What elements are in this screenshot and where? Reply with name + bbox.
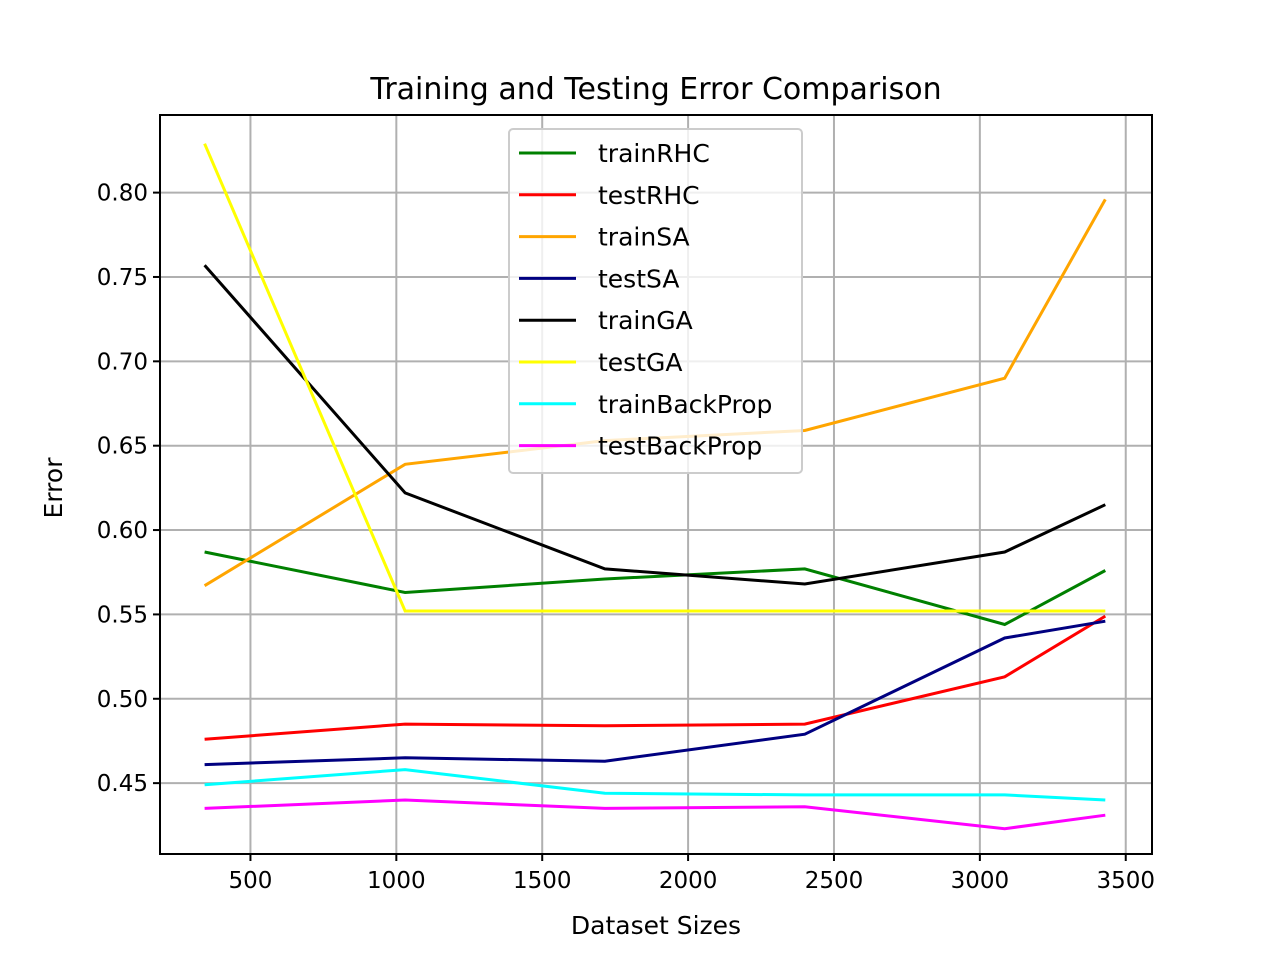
series-line-trainBackProp bbox=[204, 768, 1106, 802]
legend-label-trainBackProp: trainBackProp bbox=[598, 390, 772, 419]
series-lines bbox=[203, 143, 1107, 831]
x-tick-label: 1000 bbox=[367, 868, 426, 894]
series-line-testBackProp bbox=[204, 798, 1106, 831]
x-tick-label: 3000 bbox=[951, 868, 1010, 894]
legend-box bbox=[508, 128, 803, 474]
legend: trainRHC testRHC trainSA testSA trainGA testG… bbox=[508, 128, 803, 474]
y-tick-label: 0.70 bbox=[97, 349, 148, 375]
y-tick-label: 0.55 bbox=[97, 602, 148, 628]
legend-label-trainGA: trainGA bbox=[598, 306, 693, 335]
y-tick-label: 0.60 bbox=[97, 518, 148, 544]
x-tick-label: 2000 bbox=[659, 868, 718, 894]
series-line-testGA bbox=[203, 143, 1106, 613]
y-tick-label: 0.45 bbox=[97, 771, 148, 797]
y-tick-label: 0.80 bbox=[97, 181, 148, 207]
series-line-testSA bbox=[204, 619, 1106, 767]
x-tick-label: 3500 bbox=[1096, 868, 1155, 894]
y-tick-label: 0.50 bbox=[97, 687, 148, 713]
series-line-testRHC bbox=[204, 614, 1107, 741]
y-tick-label: 0.65 bbox=[97, 434, 148, 460]
x-tick-label: 2500 bbox=[805, 868, 864, 894]
y-axis-label: Error bbox=[39, 457, 68, 519]
axes-frame bbox=[159, 114, 1153, 855]
axis-ticks: 500 1000 1500 2000 2500 3000 3500 0.45 0.50 0.55 0… bbox=[97, 181, 1155, 894]
legend-label-trainRHC: trainRHC bbox=[598, 139, 710, 168]
x-tick-label: 1500 bbox=[513, 868, 572, 894]
x-axis-label: Dataset Sizes bbox=[571, 911, 741, 940]
y-tick-label: 0.75 bbox=[97, 265, 148, 291]
legend-label-trainSA: trainSA bbox=[598, 223, 690, 252]
series-line-trainRHC bbox=[204, 550, 1107, 627]
legend-label-testGA: testGA bbox=[598, 348, 683, 377]
x-tick-label: 500 bbox=[228, 868, 272, 894]
legend-label-testRHC: testRHC bbox=[598, 181, 700, 210]
legend-label-testSA: testSA bbox=[598, 264, 679, 293]
legend-label-testBackProp: testBackProp bbox=[598, 432, 762, 461]
chart-title: Training and Testing Error Comparison bbox=[369, 72, 941, 107]
series-line-trainGA bbox=[203, 264, 1106, 586]
